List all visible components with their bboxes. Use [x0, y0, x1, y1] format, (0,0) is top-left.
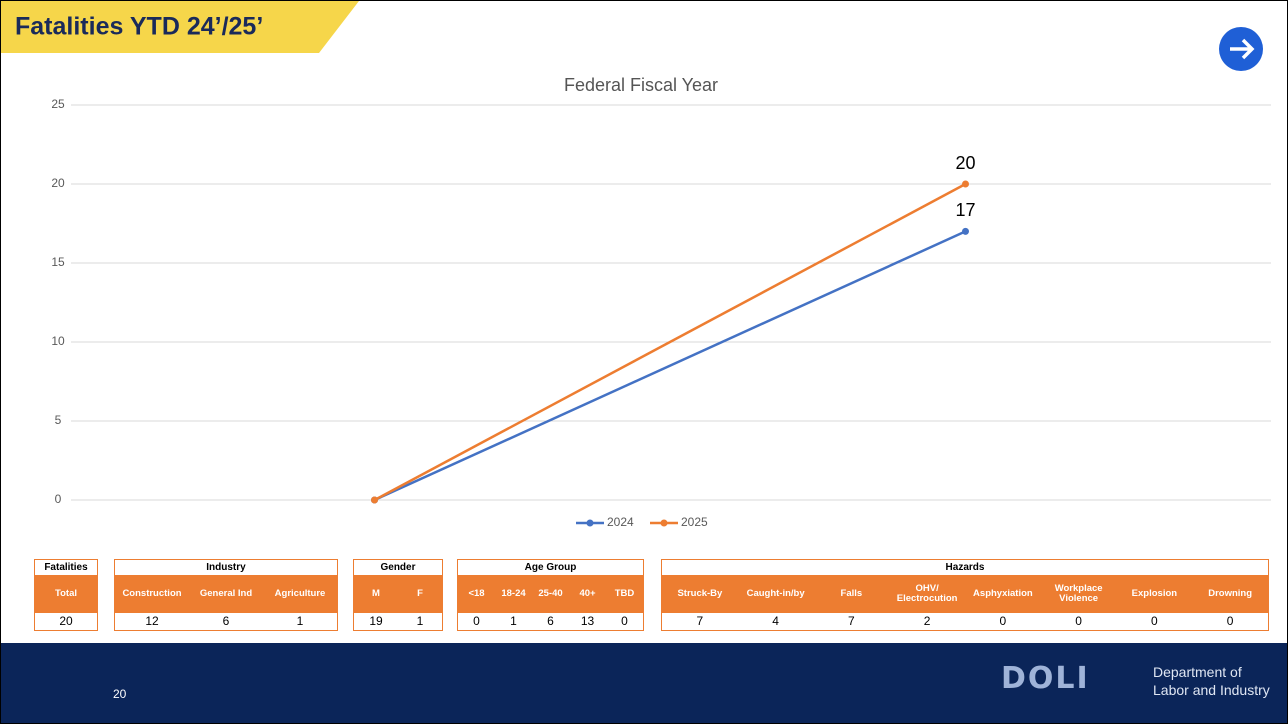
- cell: 0: [1116, 612, 1193, 630]
- column-header: Drowning: [1192, 576, 1268, 612]
- cell: 13: [569, 612, 606, 630]
- cell: 0: [458, 612, 495, 630]
- cell: 20: [35, 612, 97, 630]
- value-row: 19 1: [354, 612, 442, 630]
- cell: 7: [813, 612, 890, 630]
- column-header: Construction: [115, 576, 189, 612]
- org-name: Department of Labor and Industry: [1153, 663, 1270, 699]
- cell: 0: [1040, 612, 1117, 630]
- cell: 7: [662, 612, 738, 630]
- column-header: TBD: [606, 576, 643, 612]
- table-group: Gender M F 19 1: [353, 559, 443, 631]
- column-header: OHV/ Electrocution: [889, 576, 965, 612]
- header-row: Total: [35, 576, 97, 612]
- column-header: 25-40: [532, 576, 569, 612]
- column-header: Falls: [813, 576, 890, 612]
- cell: 1: [398, 612, 442, 630]
- legend-marker: [586, 519, 594, 527]
- cell: 2: [889, 612, 965, 630]
- org-line: Department of: [1153, 664, 1242, 680]
- cell: 1: [495, 612, 532, 630]
- table-group: Fatalities Total 20: [34, 559, 98, 631]
- legend-label: 2024: [607, 515, 634, 529]
- footer: 20 DOLI Department of Labor and Industry: [1, 643, 1287, 723]
- series-line: [373, 230, 967, 502]
- column-header: F: [398, 576, 442, 612]
- cell: 19: [354, 612, 398, 630]
- cell: 1: [263, 612, 337, 630]
- cell: 0: [1192, 612, 1268, 630]
- cell: 0: [606, 612, 643, 630]
- chart: Fatalities YTD 24’/25’ Federal Fiscal Ye…: [1, 1, 1271, 529]
- column-header: 18-24: [495, 576, 532, 612]
- group-title: Industry: [115, 560, 337, 576]
- cell: 0: [965, 612, 1041, 630]
- column-header: M: [354, 576, 398, 612]
- header-row: Construction General Ind Agriculture: [115, 576, 337, 612]
- legend-label: 2025: [681, 515, 708, 529]
- y-tick-label: 0: [55, 492, 62, 506]
- cell: 4: [737, 612, 814, 630]
- value-row: 20: [35, 612, 97, 630]
- series-line: [373, 182, 967, 502]
- group-title: Age Group: [458, 560, 643, 576]
- data-label: 20: [955, 153, 975, 173]
- cell: 6: [189, 612, 263, 630]
- y-tick-label: 20: [51, 176, 65, 190]
- legend-marker: [660, 519, 668, 527]
- data-label: 17: [955, 200, 975, 220]
- table-group: Industry Construction General Ind Agricultu…: [114, 559, 338, 631]
- group-title: Gender: [354, 560, 442, 576]
- y-tick-label: 25: [51, 97, 65, 111]
- slide-title: Fatalities YTD 24’/25’: [15, 13, 263, 41]
- y-tick-label: 10: [51, 334, 65, 348]
- cell: 6: [532, 612, 569, 630]
- title-bg: [1, 1, 359, 53]
- y-tick-label: 5: [55, 413, 62, 427]
- point: [962, 227, 969, 235]
- y-tick-label: 15: [51, 255, 65, 269]
- org-line: Labor and Industry: [1153, 682, 1270, 698]
- column-header: Asphyxiation: [965, 576, 1041, 612]
- header-row: Struck-By Caught-in/by Falls OHV/ Electrocu…: [662, 576, 1268, 612]
- table-group: Age Group <18 18-24 25-40 40+ TBD 0 1 6 13 0: [457, 559, 644, 631]
- group-title: Hazards: [662, 560, 1268, 576]
- page-number: 20: [113, 687, 127, 701]
- value-row: 12 6 1: [115, 612, 337, 630]
- cell: 12: [115, 612, 189, 630]
- group-title: Fatalities: [35, 560, 97, 576]
- header-row: <18 18-24 25-40 40+ TBD: [458, 576, 643, 612]
- point: [371, 496, 378, 504]
- column-header: Explosion: [1116, 576, 1193, 612]
- logo: DOLI: [1001, 661, 1090, 696]
- column-header: General Ind: [189, 576, 263, 612]
- column-header: Struck-By: [662, 576, 738, 612]
- table-group: Hazards Struck-By Caught-in/by Falls OHV/ El…: [661, 559, 1269, 631]
- column-header: Caught-in/by: [737, 576, 814, 612]
- arrow-icon: [1230, 38, 1255, 60]
- column-header: Total: [35, 576, 97, 612]
- column-header: Workplace Violence: [1040, 576, 1117, 612]
- chart-title: Federal Fiscal Year: [564, 75, 718, 95]
- column-header: <18: [458, 576, 495, 612]
- column-header: Agriculture: [263, 576, 337, 612]
- point: [962, 180, 969, 188]
- column-header: 40+: [569, 576, 606, 612]
- value-row: 0 1 6 13 0: [458, 612, 643, 630]
